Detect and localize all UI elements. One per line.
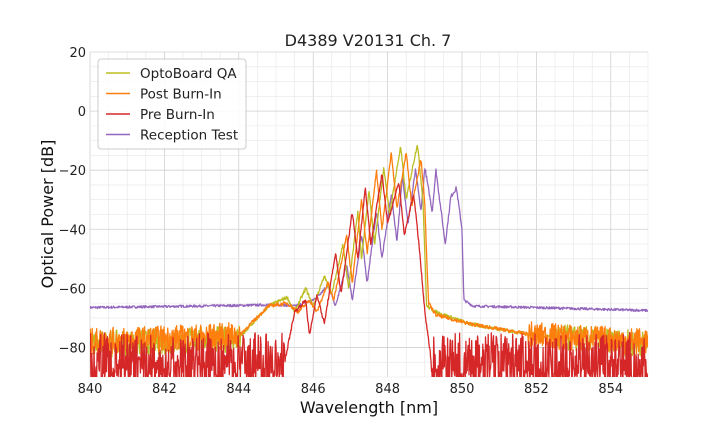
y-tick-label: −60 xyxy=(59,282,86,297)
legend-label: Pre Burn-In xyxy=(140,107,215,123)
legend-label: OptoBoard QA xyxy=(140,66,237,82)
x-tick-label: 842 xyxy=(152,382,177,397)
x-tick-label: 844 xyxy=(226,382,251,397)
x-tick-label: 854 xyxy=(598,382,623,397)
y-tick-label: 0 xyxy=(78,105,86,120)
y-axis-label: Optical Power [dB] xyxy=(38,140,57,289)
y-tick-label: 20 xyxy=(69,46,86,61)
legend-label: Reception Test xyxy=(140,128,238,144)
x-axis-label: Wavelength [nm] xyxy=(300,398,438,417)
x-tick-label: 846 xyxy=(301,382,326,397)
x-tick-label: 840 xyxy=(78,382,103,397)
x-tick-label: 850 xyxy=(450,382,475,397)
legend-label: Post Burn-In xyxy=(140,87,222,103)
series-line-pre-burn-in xyxy=(90,174,648,377)
x-tick-label: 852 xyxy=(524,382,549,397)
y-tick-label: −40 xyxy=(59,223,86,238)
y-tick-label: −20 xyxy=(59,164,86,179)
y-tick-labels: 20 0 −20 −40 −60 −80 xyxy=(59,46,86,356)
x-tick-label: 848 xyxy=(375,382,400,397)
y-tick-label: −80 xyxy=(59,341,86,356)
legend: OptoBoard QA Post Burn-In Pre Burn-In Recep… xyxy=(97,58,247,150)
series-line-reception-test xyxy=(90,168,648,313)
x-tick-labels: 840 842 844 846 848 850 852 854 xyxy=(78,382,624,397)
chart-title: D4389 V20131 Ch. 7 xyxy=(285,31,452,50)
plot-area xyxy=(90,144,648,377)
legend-box xyxy=(97,58,247,150)
